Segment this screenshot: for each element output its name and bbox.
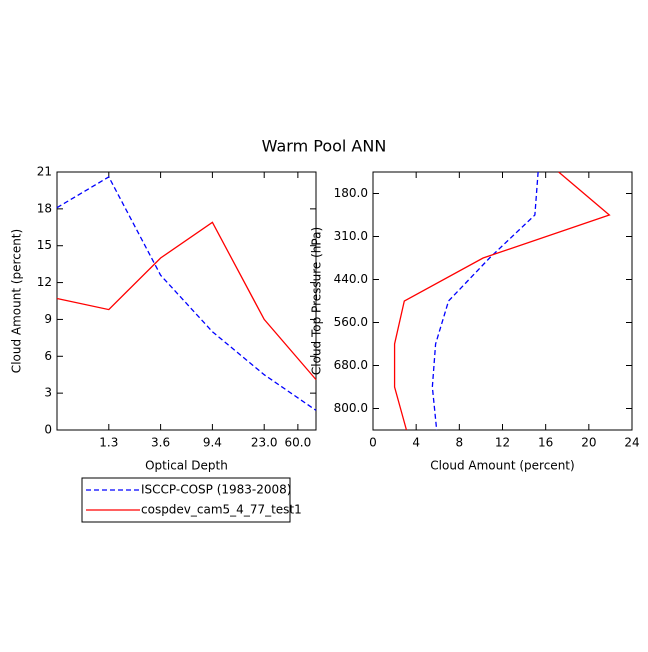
- y-axis-label: Cloud Top Pressure (hPa): [310, 227, 324, 375]
- y-tick-label: 9: [44, 312, 52, 326]
- y-tick-label: 6: [44, 349, 52, 363]
- x-tick-label: 0: [369, 436, 377, 450]
- left-frame: [56, 171, 317, 431]
- series-line: [56, 221, 317, 381]
- x-tick-label: 60.0: [285, 436, 312, 450]
- x-tick-label: 9.4: [203, 436, 222, 450]
- y-tick-label: 15: [37, 238, 52, 252]
- x-tick-label: 24: [624, 436, 639, 450]
- y-tick-label: 3: [44, 386, 52, 400]
- series-line: [56, 176, 317, 411]
- legend-label: cospdev_cam5_4_77_test1: [141, 503, 302, 517]
- x-axis-label: Cloud Amount (percent): [430, 459, 574, 473]
- y-tick-label: 310.0: [334, 229, 368, 243]
- y-axis-label: Cloud Amount (percent): [10, 229, 24, 373]
- y-tick-label: 0: [44, 423, 52, 437]
- legend-label: ISCCP-COSP (1983-2008): [141, 483, 291, 497]
- x-axis-label: Optical Depth: [145, 459, 228, 473]
- series-line: [393, 171, 611, 431]
- x-tick-label: 12: [495, 436, 510, 450]
- x-tick-label: 4: [412, 436, 420, 450]
- y-tick-label: 680.0: [334, 358, 368, 372]
- x-tick-label: 3.6: [151, 436, 170, 450]
- x-tick-label: 8: [456, 436, 464, 450]
- x-tick-label: 1.3: [99, 436, 118, 450]
- y-tick-label: 180.0: [334, 186, 368, 200]
- y-tick-label: 560.0: [334, 315, 368, 329]
- x-tick-label: 23.0: [251, 436, 278, 450]
- y-tick-label: 21: [37, 165, 52, 179]
- y-tick-label: 440.0: [334, 272, 368, 286]
- legend-box: [81, 477, 291, 523]
- figure-title: Warm Pool ANN: [262, 137, 387, 156]
- y-tick-label: 800.0: [334, 401, 368, 415]
- x-tick-label: 16: [538, 436, 553, 450]
- y-tick-label: 18: [37, 201, 52, 215]
- y-tick-label: 12: [37, 275, 52, 289]
- series-line: [431, 171, 539, 431]
- x-tick-label: 20: [581, 436, 596, 450]
